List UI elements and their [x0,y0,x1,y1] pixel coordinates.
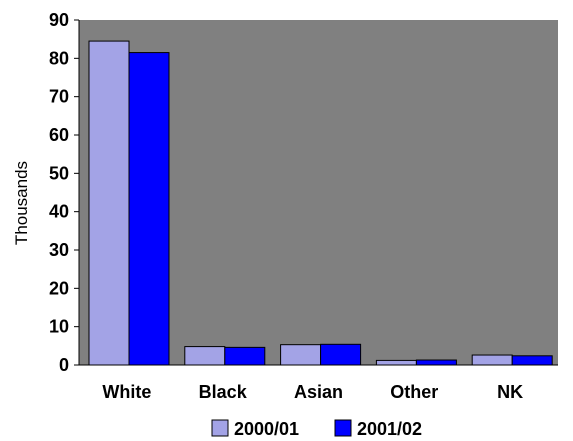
y-tick-label: 0 [59,355,69,375]
y-axis-label: Thousands [12,161,31,245]
y-tick-label: 50 [49,163,69,183]
x-tick-label-nk: NK [497,382,523,402]
legend-swatch-2000-01 [211,419,229,437]
bar-other-2001-02 [415,359,457,366]
y-tick-label: 70 [49,87,69,107]
bar-other-2000-01 [375,359,417,366]
y-tick-label: 30 [49,240,69,260]
y-tick-label: 80 [49,48,69,68]
bar-black-2000-01 [184,346,226,366]
x-tick-label-asian: Asian [294,382,343,402]
y-tick-label: 20 [49,278,69,298]
y-tick-label: 10 [49,317,69,337]
y-tick-label: 90 [49,10,69,30]
y-tick-label: 60 [49,125,69,145]
legend-swatch-2001-02 [334,419,352,437]
bar-white-2000-01 [88,40,130,366]
bar-asian-2000-01 [280,344,322,366]
bar-white-2001-02 [128,52,170,366]
bar-black-2001-02 [224,346,266,366]
x-tick-label-other: Other [390,382,438,402]
bar-nk-2000-01 [471,354,513,366]
legend-label-2000-01: 2000/01 [234,419,299,439]
bar-nk-2001-02 [511,355,553,366]
bar-asian-2001-02 [320,343,362,366]
legend-label-2001-02: 2001/02 [357,419,422,439]
y-tick-label: 40 [49,202,69,222]
x-tick-label-white: White [102,382,151,402]
x-tick-label-black: Black [199,382,248,402]
